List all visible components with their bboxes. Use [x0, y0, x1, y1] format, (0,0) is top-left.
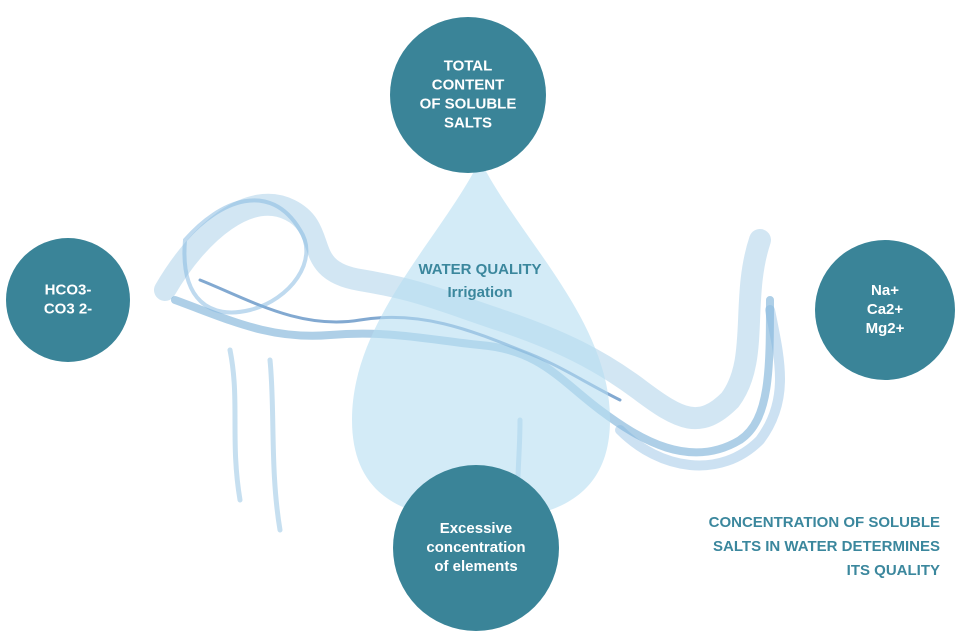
node-label: concentration — [426, 539, 525, 556]
node-label: CONTENT — [432, 76, 505, 93]
node-circle — [815, 240, 955, 380]
node-label: HCO3- — [45, 281, 92, 298]
node-label: SALTS — [444, 114, 492, 131]
node-label: CO3 2- — [44, 300, 92, 317]
node-circle — [393, 465, 559, 631]
caption-line: SALTS IN WATER DETERMINES — [713, 538, 940, 555]
water-drop — [352, 160, 610, 520]
node-label: TOTAL — [444, 57, 493, 74]
node-label: Na+ — [871, 282, 899, 299]
node-label: OF SOLUBLE — [420, 95, 517, 112]
node-circle — [390, 17, 546, 173]
center-title: WATER QUALITY — [418, 261, 541, 278]
node-label: Mg2+ — [866, 320, 905, 337]
node-label: Excessive — [440, 520, 513, 537]
node-label: Ca2+ — [867, 301, 904, 318]
caption-line: CONCENTRATION OF SOLUBLE — [709, 514, 940, 531]
node-circle — [6, 238, 130, 362]
center-subtitle: Irrigation — [447, 284, 512, 301]
node-label: of elements — [434, 558, 517, 575]
caption-line: ITS QUALITY — [847, 562, 940, 579]
